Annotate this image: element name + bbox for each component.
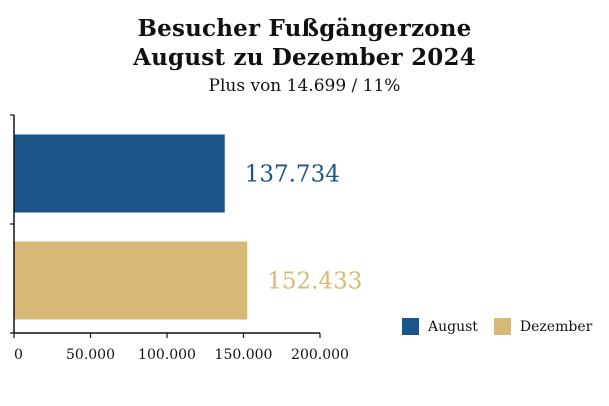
legend-item-august: August — [402, 318, 478, 335]
legend-label-dezember: Dezember — [519, 318, 593, 335]
legend-swatch-dezember — [493, 318, 511, 335]
x-tick-label: 50.000 — [66, 347, 115, 363]
chart-subtitle: Plus von 14.699 / 11% — [208, 76, 401, 96]
data-label-august: 137.734 — [245, 162, 340, 188]
legend-label-august: August — [428, 318, 478, 335]
x-tick-label: 200.000 — [291, 347, 349, 363]
chart-title-line-2: August zu Dezember 2024 — [133, 44, 476, 71]
legend: August Dezember — [402, 318, 608, 335]
x-tick-label: 150.000 — [215, 347, 273, 363]
bar-august — [14, 134, 225, 213]
chart-title-block: Besucher Fußgängerzone August zu Dezembe… — [0, 14, 609, 98]
legend-item-dezember: Dezember — [493, 318, 593, 335]
chart-title-line-1: Besucher Fußgängerzone — [137, 15, 472, 42]
legend-swatch-august — [402, 318, 419, 335]
data-label-dezember: 152.433 — [267, 269, 362, 295]
x-tick-label: 0 — [14, 347, 23, 363]
bar-dezember — [14, 241, 248, 320]
x-tick-label: 100.000 — [138, 347, 196, 363]
